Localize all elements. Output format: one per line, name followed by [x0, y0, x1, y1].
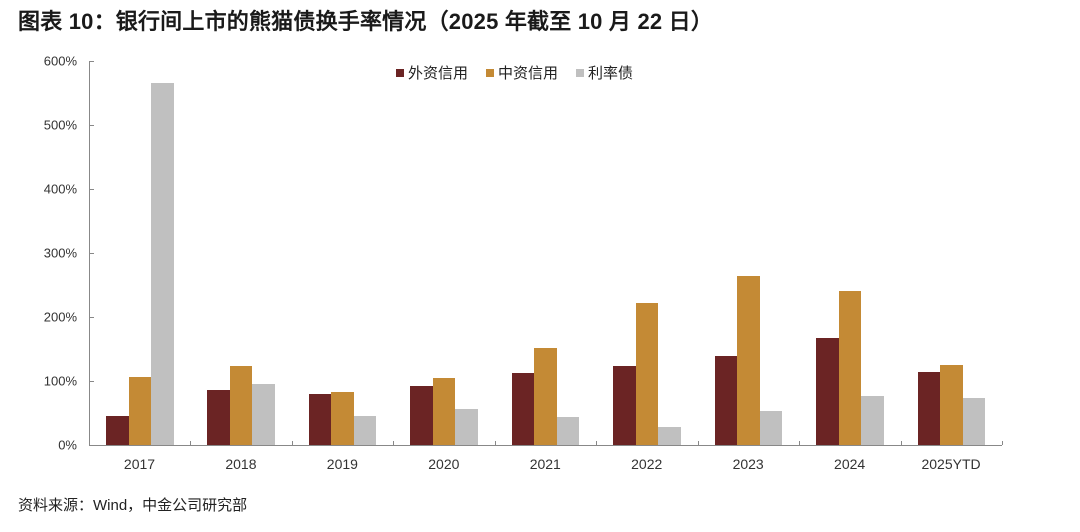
y-tick-label: 400%: [43, 181, 77, 197]
bar-2021-1: [534, 347, 557, 445]
x-tick-mark: [697, 441, 699, 445]
bar-2022-2: [658, 427, 681, 445]
x-tick-label: 2017: [123, 456, 156, 472]
bar-2024-1: [838, 290, 862, 445]
bar-2025YTD-0: [917, 372, 941, 445]
bar-2021-2: [556, 416, 580, 445]
x-tick-label: 2023: [732, 456, 764, 472]
y-tick-label: 100%: [43, 373, 77, 389]
bar-2019-2: [353, 416, 377, 445]
x-tick-label: 2025YTD: [921, 456, 981, 472]
x-tick-label: 2022: [631, 456, 663, 472]
x-tick-label: 2018: [225, 456, 257, 472]
legend-label: 外资信用: [408, 65, 469, 82]
y-tick-mark: [89, 445, 94, 446]
bar-2017-2: [151, 83, 174, 445]
x-tick-label: 2021: [529, 456, 561, 472]
y-tick-mark: [89, 189, 94, 190]
y-tick-mark: [89, 61, 94, 62]
bar-2018-0: [207, 389, 230, 445]
legend-swatch-icon: [576, 68, 585, 77]
bar-2023-1: [737, 276, 760, 445]
x-tick-mark: [494, 441, 496, 445]
x-tick-mark: [799, 441, 801, 445]
bar-2023-2: [759, 411, 783, 445]
bar-2024-0: [816, 338, 839, 445]
bar-2017-1: [128, 377, 151, 445]
bar-2020-2: [455, 409, 478, 445]
bar-2025YTD-1: [940, 365, 963, 445]
x-tick-label: 2024: [834, 456, 866, 472]
legend-label: 利率债: [588, 65, 634, 82]
legend-label: 中资信用: [498, 65, 559, 82]
legend-swatch-icon: [396, 68, 404, 77]
y-tick-label: 500%: [43, 117, 77, 133]
bar-2018-2: [252, 384, 275, 445]
bar-2017-0: [106, 415, 129, 445]
legend-item: 利率债: [576, 62, 633, 83]
bar-2019-0: [308, 393, 332, 445]
x-tick-label: 2020: [428, 456, 460, 472]
y-tick-label: 200%: [43, 309, 77, 325]
bar-2022-1: [635, 302, 659, 445]
y-tick-mark: [89, 253, 94, 254]
legend-item: 外资信用: [396, 62, 468, 83]
bar-2022-0: [613, 365, 636, 445]
x-tick-label: 2019: [326, 456, 358, 472]
x-tick-mark: [900, 441, 902, 445]
x-axis: [89, 445, 1002, 446]
bar-2024-2: [861, 395, 884, 445]
legend: 外资信用 中资信用 利率债: [396, 62, 651, 83]
bar-2020-0: [410, 386, 433, 445]
x-tick-mark: [291, 441, 293, 445]
bar-2020-1: [432, 378, 456, 445]
y-tick-mark: [89, 125, 94, 126]
bar-2025YTD-2: [962, 397, 986, 445]
legend-swatch-icon: [486, 68, 495, 77]
x-tick-mark: [393, 441, 395, 445]
bar-2018-1: [229, 365, 253, 445]
bar-2019-1: [331, 391, 354, 445]
legend-item: 中资信用: [486, 62, 558, 83]
source-note: 资料来源：Wind，中金公司研究部: [18, 497, 248, 514]
bar-2023-0: [714, 356, 738, 445]
x-tick-mark: [596, 441, 598, 445]
y-tick-label: 0%: [58, 437, 77, 453]
bar-2021-0: [511, 372, 535, 445]
x-tick-mark: [1002, 441, 1003, 445]
y-tick-mark: [89, 317, 94, 318]
x-tick-mark: [190, 441, 192, 445]
y-tick-label: 600%: [43, 53, 77, 69]
chart-title: 图表 10：银行间上市的熊猫债换手率情况（2025 年截至 10 月 22 日）: [18, 9, 714, 34]
y-tick-mark: [89, 381, 94, 382]
y-tick-label: 300%: [43, 245, 77, 261]
